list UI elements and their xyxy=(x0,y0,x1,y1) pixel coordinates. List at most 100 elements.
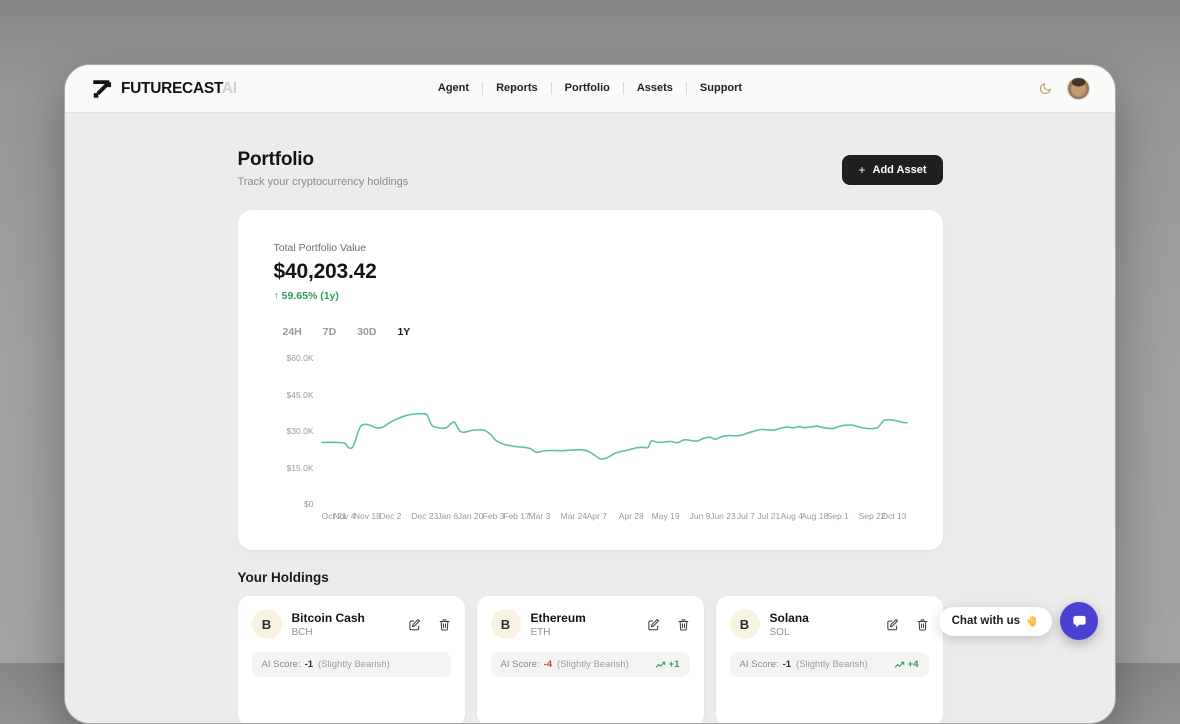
coin-avatar: B xyxy=(252,609,282,639)
y-axis-tick: $45.0K xyxy=(287,390,314,400)
page-title: Portfolio xyxy=(238,149,409,171)
brand-name: FUTURECASTAI xyxy=(121,80,237,98)
ai-score-value: -4 xyxy=(544,659,552,670)
chat-widget: Chat with us xyxy=(939,602,1098,640)
ai-score-sentiment: (Slightly Bearish) xyxy=(557,659,629,670)
wave-emoji-icon xyxy=(1026,615,1039,628)
main-content: Portfolio Track your cryptocurrency hold… xyxy=(238,113,943,724)
portfolio-value-card: Total Portfolio Value $40,203.42 ↑ 59.65… xyxy=(238,210,943,550)
card-actions xyxy=(647,618,690,631)
coin-names: Solana SOL xyxy=(770,611,809,638)
holdings-grid: B Bitcoin Cash BCH xyxy=(238,596,943,724)
trend-value: +4 xyxy=(908,659,919,670)
chat-fab-button[interactable] xyxy=(1060,602,1098,640)
holdings-section-title: Your Holdings xyxy=(238,570,943,585)
add-asset-label: Add Asset xyxy=(873,164,927,176)
time-range-tabs: 24H 7D 30D 1Y xyxy=(283,326,907,338)
coin-symbol: ETH xyxy=(531,627,586,638)
holding-card-solana[interactable]: B Solana SOL xyxy=(716,596,943,724)
coin-symbol: SOL xyxy=(770,627,809,638)
y-axis-tick: $60.0K xyxy=(287,353,314,363)
x-axis-tick: Dec 23 xyxy=(411,511,438,521)
range-tab-7d[interactable]: 7D xyxy=(323,326,336,338)
holding-card-bitcoin-cash[interactable]: B Bitcoin Cash BCH xyxy=(238,596,465,724)
edit-pencil-icon xyxy=(647,618,660,631)
score-trend: +4 xyxy=(894,659,919,670)
ai-score-value: -1 xyxy=(305,659,313,670)
total-value: $40,203.42 xyxy=(274,260,907,284)
holding-card-header: B Ethereum ETH xyxy=(491,609,690,639)
trash-icon xyxy=(916,618,929,631)
trend-value: +1 xyxy=(669,659,680,670)
y-axis-tick: $15.0K xyxy=(287,463,314,473)
coin-avatar: B xyxy=(491,609,521,639)
x-axis-tick: Oct 13 xyxy=(881,511,906,521)
range-tab-24h[interactable]: 24H xyxy=(283,326,302,338)
trash-icon xyxy=(438,618,451,631)
ai-score-sentiment: (Slightly Bearish) xyxy=(318,659,390,670)
ai-score-label: AI Score: xyxy=(501,659,540,670)
x-axis-tick: Nov 4 xyxy=(333,511,355,521)
x-axis-tick: Mar 3 xyxy=(529,511,551,521)
brand-logo-arrow-icon xyxy=(91,78,113,100)
holding-card-ethereum[interactable]: B Ethereum ETH xyxy=(477,596,704,724)
edit-pencil-icon xyxy=(886,618,899,631)
nav-item-assets[interactable]: Assets xyxy=(623,82,686,95)
trending-up-icon xyxy=(655,661,666,669)
x-axis-tick: Aug 18 xyxy=(801,511,828,521)
value-change: ↑ 59.65% (1y) xyxy=(274,290,907,302)
page-header: Portfolio Track your cryptocurrency hold… xyxy=(238,149,943,188)
nav-item-portfolio[interactable]: Portfolio xyxy=(551,82,623,95)
x-axis-tick: Jan 20 xyxy=(458,511,484,521)
x-axis-tick: Nov 18 xyxy=(354,511,381,521)
ai-score-pill: AI Score: -1 (Slightly Bearish) xyxy=(252,652,451,677)
portfolio-chart: $60.0K$45.0K$30.0K$15.0K$0 xyxy=(274,358,907,504)
range-tab-1y[interactable]: 1Y xyxy=(397,326,410,338)
x-axis-tick: Feb 17 xyxy=(503,511,529,521)
x-axis-tick: Feb 3 xyxy=(483,511,505,521)
nav-item-support[interactable]: Support xyxy=(686,82,755,95)
range-tab-30d[interactable]: 30D xyxy=(357,326,376,338)
x-axis-tick: Jun 9 xyxy=(690,511,711,521)
line-chart-svg xyxy=(322,358,907,504)
main-nav: Agent Reports Portfolio Assets Support xyxy=(425,82,755,95)
dark-mode-toggle[interactable] xyxy=(1037,80,1054,97)
user-avatar[interactable] xyxy=(1068,78,1089,99)
app-bar-right xyxy=(1037,78,1089,99)
card-actions xyxy=(886,618,929,631)
edit-asset-button[interactable] xyxy=(647,618,660,631)
delete-asset-button[interactable] xyxy=(677,618,690,631)
ai-score-pill: AI Score: -1 (Slightly Bearish) +4 xyxy=(730,652,929,677)
y-axis-tick: $0 xyxy=(304,499,313,509)
edit-asset-button[interactable] xyxy=(886,618,899,631)
nav-item-reports[interactable]: Reports xyxy=(482,82,551,95)
add-asset-button[interactable]: + Add Asset xyxy=(842,155,942,185)
x-axis-tick: May 19 xyxy=(652,511,680,521)
ai-score-value: -1 xyxy=(783,659,791,670)
chat-bubble-icon xyxy=(1071,613,1088,630)
chart-y-axis: $60.0K$45.0K$30.0K$15.0K$0 xyxy=(274,358,314,504)
card-actions xyxy=(408,618,451,631)
brand[interactable]: FUTURECASTAI xyxy=(91,78,237,100)
x-axis-tick: Jul 7 xyxy=(737,511,755,521)
delete-asset-button[interactable] xyxy=(438,618,451,631)
chart-plot-area[interactable] xyxy=(322,358,907,504)
x-axis-tick: Apr 7 xyxy=(587,511,607,521)
edit-asset-button[interactable] xyxy=(408,618,421,631)
coin-names: Ethereum ETH xyxy=(531,611,586,638)
x-axis-tick: Jul 21 xyxy=(758,511,781,521)
x-axis-tick: Sep 1 xyxy=(827,511,849,521)
coin-name: Bitcoin Cash xyxy=(292,611,365,625)
plus-icon: + xyxy=(858,165,865,175)
x-axis-tick: Aug 4 xyxy=(781,511,803,521)
chat-with-us-button[interactable]: Chat with us xyxy=(939,607,1052,636)
coin-avatar: B xyxy=(730,609,760,639)
chat-label: Chat with us xyxy=(952,615,1020,627)
holding-card-header: B Solana SOL xyxy=(730,609,929,639)
total-value-label: Total Portfolio Value xyxy=(274,242,907,254)
ai-score-label: AI Score: xyxy=(262,659,301,670)
delete-asset-button[interactable] xyxy=(916,618,929,631)
nav-item-agent[interactable]: Agent xyxy=(425,82,482,95)
coin-name: Solana xyxy=(770,611,809,625)
